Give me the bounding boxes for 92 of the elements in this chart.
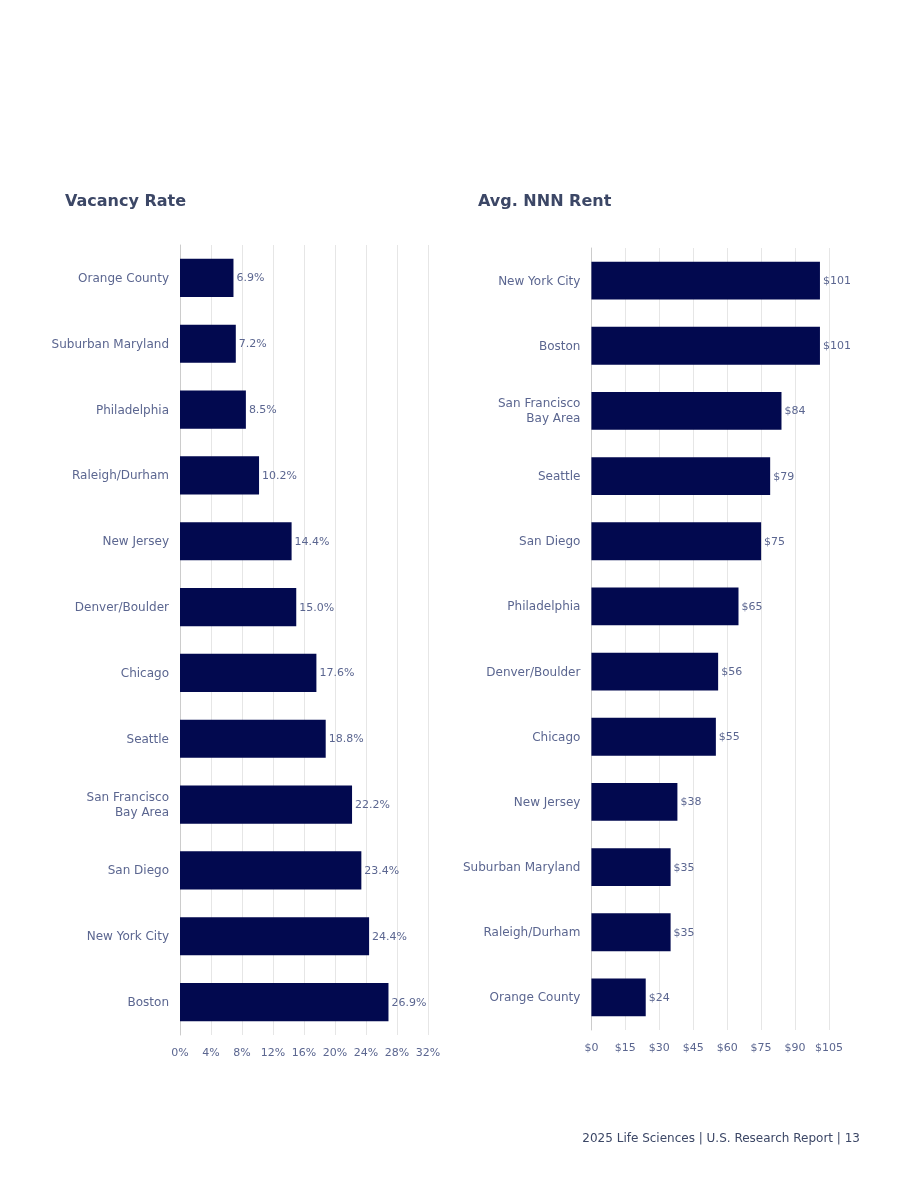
bar — [180, 653, 317, 693]
x-tick-label: $90 — [784, 1041, 806, 1054]
bar — [180, 785, 353, 824]
y-tick-label: Suburban Maryland — [51, 336, 169, 351]
x-tick-label: 8% — [233, 1046, 251, 1059]
data-label: 7.2% — [238, 337, 267, 351]
y-tick-label: New York City — [498, 273, 581, 288]
data-label: $55 — [718, 730, 740, 744]
x-tick-label: $105 — [815, 1041, 843, 1054]
data-label: $35 — [673, 860, 695, 874]
data-label: $35 — [673, 925, 695, 939]
data-label: 6.9% — [236, 271, 265, 285]
bar — [180, 522, 292, 561]
x-tick-label: $0 — [584, 1041, 599, 1054]
y-tick-label: Orange County — [489, 990, 581, 1005]
x-tick-label: 0% — [171, 1046, 189, 1059]
data-label: $56 — [721, 665, 743, 679]
x-tick-label: $75 — [750, 1041, 772, 1054]
data-label: $65 — [741, 599, 763, 613]
bar — [591, 848, 671, 886]
x-tick-label: 32% — [415, 1046, 441, 1059]
bar — [591, 392, 782, 430]
data-label: 10.2% — [262, 468, 297, 482]
bar — [591, 978, 646, 1017]
x-tick-label: $15 — [614, 1041, 636, 1054]
chart-title: Avg. NNN Rent — [478, 190, 612, 210]
data-label: 17.6% — [319, 666, 355, 680]
y-tick-label: Suburban Maryland — [463, 860, 581, 875]
y-tick-label: New Jersey — [102, 534, 169, 549]
y-tick-label: Denver/Boulder — [486, 664, 581, 679]
x-tick-label: $30 — [648, 1041, 670, 1054]
y-tick-label: Boston — [127, 995, 169, 1010]
data-label: $75 — [764, 534, 786, 548]
y-tick-label: New Jersey — [513, 794, 581, 809]
bar — [591, 783, 678, 821]
x-tick-label: 12% — [260, 1046, 286, 1059]
data-label: $84 — [784, 404, 806, 418]
bar — [180, 324, 236, 363]
x-tick-label: 24% — [353, 1046, 379, 1059]
data-label: $24 — [648, 990, 670, 1004]
x-tick-label: $45 — [682, 1041, 704, 1054]
data-label: 18.8% — [328, 732, 364, 746]
y-tick-label: Orange County — [78, 270, 169, 285]
data-label: 14.4% — [294, 534, 330, 548]
x-tick-label: 4% — [202, 1046, 220, 1059]
bar — [180, 258, 234, 298]
chart-title: Vacancy Rate — [65, 190, 187, 210]
data-label: 24.4% — [372, 929, 408, 943]
y-tick-label: Seattle — [126, 731, 169, 746]
data-label: 15.0% — [299, 600, 335, 614]
bar — [180, 982, 389, 1022]
y-tick-label: San Diego — [107, 863, 169, 878]
y-tick-label: Raleigh/Durham — [483, 925, 581, 940]
y-tick-label: New York City — [86, 929, 169, 944]
y-tick-label: Chicago — [120, 665, 169, 680]
data-label: $101 — [822, 339, 851, 353]
y-tick-label: San Diego — [519, 534, 581, 549]
bar — [180, 456, 260, 495]
y-tick-label: Philadelphia — [95, 402, 169, 417]
bar — [180, 917, 370, 956]
y-tick-label: San Francisco Bay Area — [497, 396, 581, 426]
y-tick-label: Denver/Boulder — [74, 600, 170, 615]
x-tick-label: $60 — [716, 1041, 738, 1054]
y-tick-label: Raleigh/Durham — [72, 468, 169, 483]
y-tick-label: San Francisco Bay Area — [86, 790, 169, 820]
data-label: 26.9% — [391, 995, 427, 1009]
y-tick-label: Seattle — [537, 469, 581, 484]
x-tick-label: 20% — [322, 1046, 348, 1059]
x-tick-label: 16% — [291, 1046, 317, 1059]
y-tick-label: Chicago — [532, 729, 581, 744]
y-tick-label: Philadelphia — [507, 599, 581, 614]
bar — [591, 457, 771, 495]
data-label: $101 — [822, 274, 851, 288]
bar — [591, 913, 671, 952]
bar — [591, 717, 716, 756]
bar — [180, 851, 362, 890]
data-label: 23.4% — [364, 863, 400, 877]
data-label: $38 — [680, 795, 702, 809]
bar — [180, 587, 297, 627]
bar — [591, 326, 820, 365]
bar — [180, 390, 246, 429]
text: 2025 Life Sciences | U.S. Research Report | 13 — [582, 1131, 861, 1145]
y-tick-label: Boston — [538, 338, 581, 353]
x-tick-label: 28% — [384, 1046, 410, 1059]
bar — [591, 652, 719, 691]
bar — [591, 522, 762, 561]
bar — [591, 587, 739, 626]
bar — [180, 719, 326, 758]
data-label: 22.2% — [355, 798, 390, 812]
data-label: 8.5% — [248, 403, 277, 417]
data-label: $79 — [773, 469, 795, 483]
bar — [591, 261, 820, 300]
